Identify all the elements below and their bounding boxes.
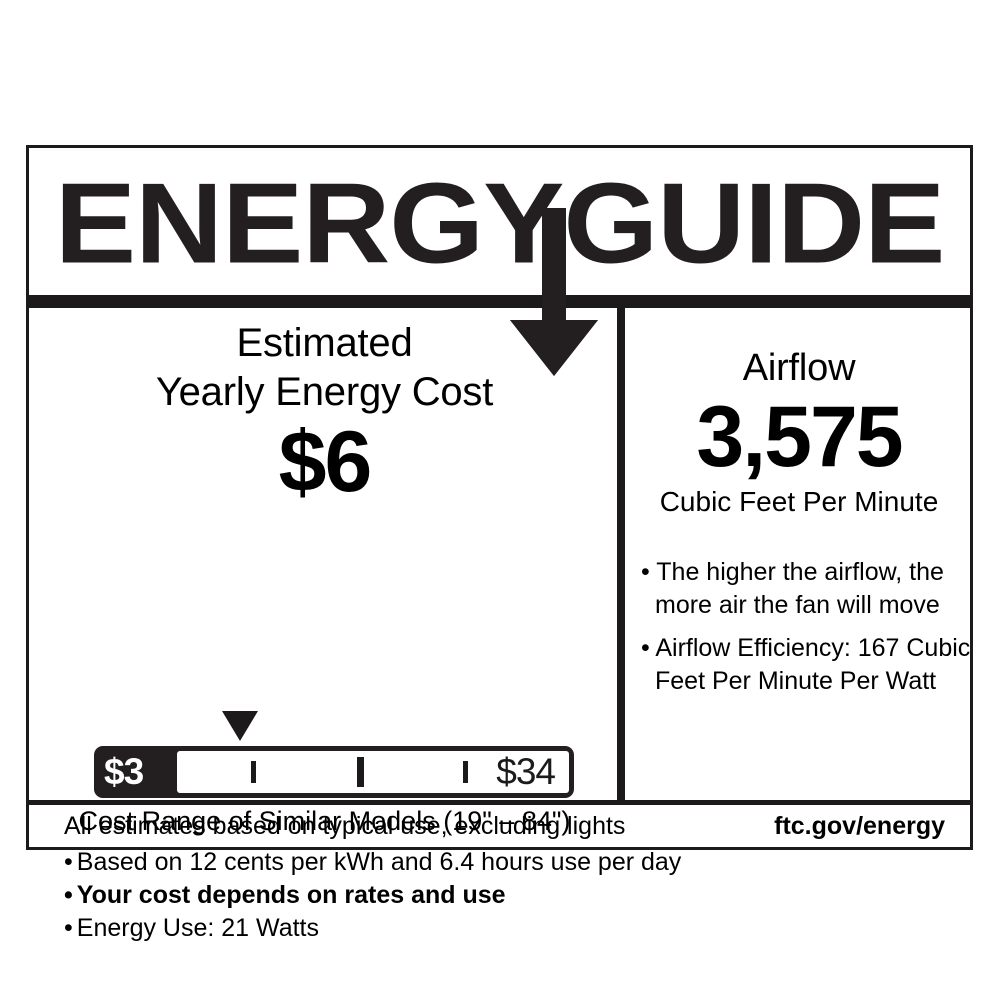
cost-range-track-outer: $3 $34 (94, 746, 574, 798)
bullet-dot-icon: • (641, 558, 650, 586)
bullet-text: Energy Use: 21 Watts (76, 914, 319, 942)
airflow-value: 3,575 (696, 389, 903, 485)
bullet-dot-icon: • (64, 881, 73, 909)
bullet-dot-icon: • (64, 848, 73, 876)
list-item: • Energy Use: 21 Watts (64, 912, 609, 945)
bullet-dot-icon: • (641, 634, 650, 662)
list-item: • Your cost depends on rates and use (64, 879, 609, 912)
energyguide-label: ENERGYGUIDE Estimated Yearly Energy Cost… (26, 145, 973, 942)
cost-range-high-value: $34 (496, 751, 556, 792)
cost-bullet-list: • Based on 12 cents per kWh and 6.4 hours… (64, 846, 681, 945)
airflow-units: Cubic Feet Per Minute (659, 486, 939, 517)
bullet-text: Your cost depends on rates and use (76, 881, 506, 909)
cost-heading-line-1: Estimated (236, 321, 413, 365)
airflow-bullet-list: • The higher the airflow, the more air t… (641, 556, 971, 708)
cost-range-pointer-icon (222, 711, 258, 741)
bullet-dot-icon: • (64, 914, 73, 942)
list-item: • The higher the airflow, the more air t… (641, 556, 971, 622)
bullet-text: Airflow Efficiency: 167 Cubic Feet Per M… (655, 634, 971, 695)
cost-range-tick (251, 761, 257, 783)
list-item: • Airflow Efficiency: 167 Cubic Feet Per… (641, 632, 971, 698)
airflow-panel: Airflow 3,575 Cubic Feet Per Minute • Th… (625, 308, 973, 800)
estimated-yearly-cost-panel: Estimated Yearly Energy Cost $6 $3 $34 C… (32, 308, 681, 942)
footer-divider (29, 800, 970, 805)
panel-divider (617, 295, 625, 800)
bullet-text: Based on 12 cents per kWh and 6.4 hours … (76, 848, 682, 876)
header-divider (29, 295, 970, 308)
cost-range-low-value: $3 (104, 751, 144, 792)
cost-range-tick (463, 761, 469, 783)
cost-range-tick (357, 757, 365, 787)
bullet-text: The higher the airflow, the more air the… (655, 558, 944, 619)
list-item: • Based on 12 cents per kWh and 6.4 hours… (64, 846, 681, 879)
airflow-title: Airflow (742, 347, 856, 389)
energyguide-wordmark: ENERGYGUIDE (54, 158, 946, 287)
logo-band: ENERGYGUIDE (29, 148, 970, 295)
estimated-yearly-cost-value: $6 (278, 414, 373, 510)
cost-range-bar: $3 $34 (94, 711, 574, 807)
cost-range-track-inner: $34 (177, 751, 569, 793)
cost-range-caption: Cost Range of Similar Models (19" – 84") (78, 806, 571, 836)
label-footer: All estimates based on typical use, excl… (32, 805, 967, 847)
cost-heading-line-2: Yearly Energy Cost (155, 370, 494, 414)
footer-url: ftc.gov/energy (774, 812, 945, 840)
footer-note: All estimates based on typical use, excl… (64, 812, 626, 840)
